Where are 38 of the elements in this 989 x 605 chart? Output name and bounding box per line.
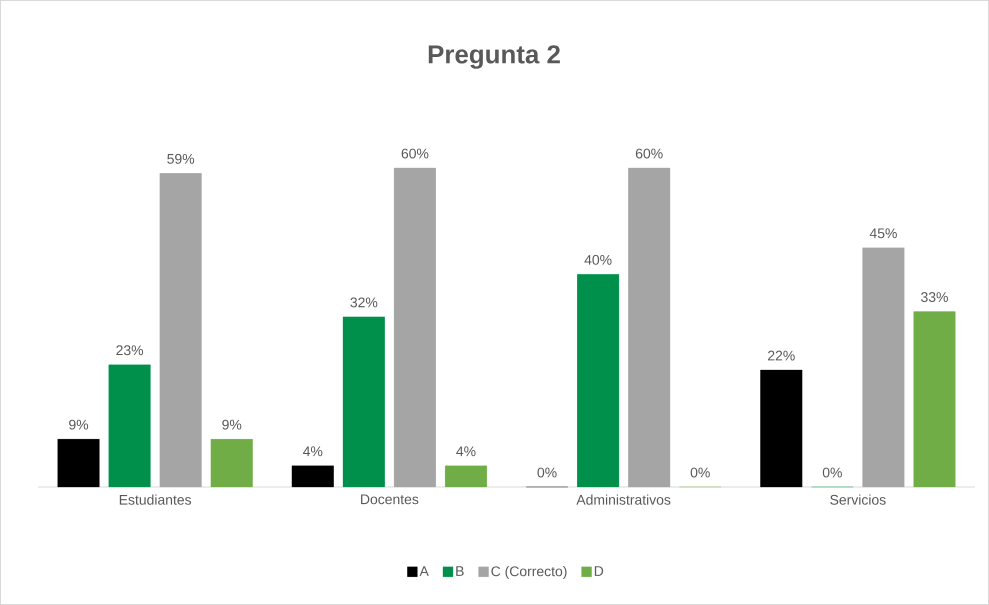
bar <box>913 311 956 488</box>
data-label: 4% <box>303 446 322 456</box>
data-label: 32% <box>350 297 378 308</box>
bar <box>628 168 670 488</box>
bar <box>444 466 487 488</box>
data-label: 23% <box>116 345 144 356</box>
legend-label: B <box>456 566 464 576</box>
data-label: 0% <box>690 468 710 478</box>
bar <box>862 248 904 488</box>
legend-label: D <box>594 566 604 576</box>
x-tick-label: Estudiantes <box>120 494 192 505</box>
data-label: 60% <box>402 148 428 158</box>
data-label: 22% <box>768 350 795 360</box>
data-label: 0% <box>538 468 557 478</box>
x-tick-label: Docentes <box>361 494 418 504</box>
bar <box>394 168 436 488</box>
data-label: 0% <box>822 468 842 478</box>
data-label: 9% <box>69 420 88 430</box>
legend-label: A <box>420 566 429 576</box>
x-tick-label: Administrativos <box>576 494 670 505</box>
bar <box>292 466 334 488</box>
data-label: 45% <box>870 228 897 238</box>
data-label: 59% <box>167 154 194 164</box>
data-label: 40% <box>584 254 612 265</box>
bar <box>58 438 100 488</box>
data-label: 4% <box>456 446 476 456</box>
bar <box>210 438 253 488</box>
data-label: 9% <box>222 420 242 430</box>
data-label: 33% <box>921 292 948 302</box>
bar <box>577 274 620 488</box>
x-tick-label: Servicios <box>830 494 886 505</box>
bar <box>342 316 385 488</box>
bar <box>160 173 202 488</box>
legend-label: C (Correcto) <box>491 566 567 580</box>
data-label: 60% <box>636 148 663 158</box>
bar <box>108 364 151 488</box>
chart-title: Pregunta 2 <box>428 45 560 69</box>
bar <box>760 370 802 488</box>
